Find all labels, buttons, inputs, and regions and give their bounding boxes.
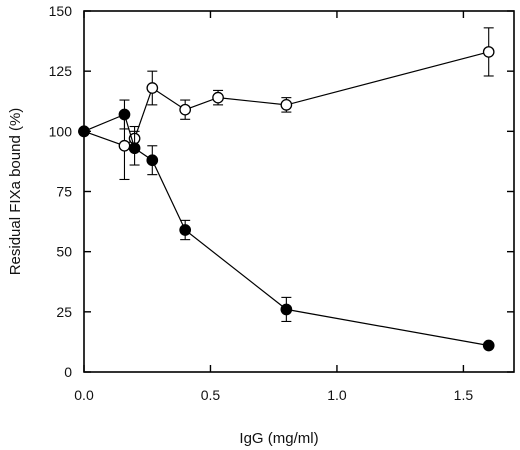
data-point (482, 46, 495, 58)
data-point (146, 154, 159, 167)
plot-frame (83, 10, 515, 373)
y-tick-label: 50 (56, 244, 72, 260)
data-point (280, 303, 293, 316)
data-point (118, 139, 131, 152)
data-point (179, 103, 192, 116)
y-tick-label: 25 (56, 304, 72, 320)
y-tick-label: 75 (56, 184, 72, 200)
data-point (212, 91, 224, 104)
data-point (128, 142, 141, 155)
data-point (146, 82, 159, 94)
series-1 (78, 99, 495, 352)
y-tick-label: 125 (49, 63, 73, 79)
x-tick-label: 1.0 (327, 387, 347, 403)
data-point (482, 339, 495, 352)
x-tick-label: 0.5 (201, 387, 221, 403)
series-0 (78, 27, 495, 181)
data-point (280, 99, 293, 111)
data-point (78, 125, 90, 138)
x-axis-label: IgG (mg/ml) (239, 430, 318, 447)
y-tick-label: 100 (49, 123, 73, 139)
x-tick-label: 0.0 (74, 387, 94, 403)
plot-axes (83, 10, 515, 373)
y-tick-label: 0 (64, 364, 72, 380)
x-tick-label: 1.5 (454, 387, 474, 403)
data-point (179, 224, 192, 236)
series-layer (78, 27, 495, 352)
data-point (118, 108, 131, 121)
axis-ticks: 0.0 0.5 1.0 1.5 0 25 50 75 100 125 150 (49, 3, 514, 403)
y-tick-label: 150 (49, 3, 73, 19)
y-axis-label: Residual FIXa bound (%) (7, 108, 24, 276)
